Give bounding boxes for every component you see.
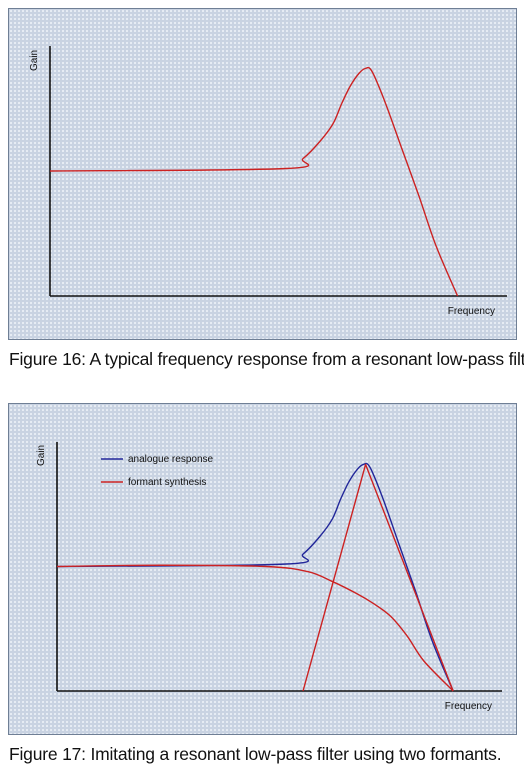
figure-16-caption: Figure 16: A typical frequency response … — [9, 349, 524, 369]
series-line — [302, 463, 454, 692]
legend-entry: analogue response — [128, 454, 214, 465]
series-line — [56, 564, 454, 692]
x-axis-label: Frequency — [445, 701, 492, 712]
series-line — [49, 66, 459, 297]
figure-16-chart: Gain Frequency — [8, 8, 517, 340]
x-axis-label: Frequency — [448, 306, 495, 317]
figure-16-plot: Gain Frequency — [29, 46, 507, 317]
figure-17-chart: Gain Frequency analogue response formant sy… — [8, 403, 517, 735]
figure-17-caption: Figure 17: Imitating a resonant low-pass… — [9, 744, 502, 764]
legend-entry: formant synthesis — [128, 477, 206, 488]
series-line — [56, 462, 454, 692]
y-axis-label: Gain — [29, 50, 40, 71]
figure-17-plot: Gain Frequency analogue response formant sy… — [36, 442, 502, 712]
y-axis-label: Gain — [36, 445, 47, 466]
